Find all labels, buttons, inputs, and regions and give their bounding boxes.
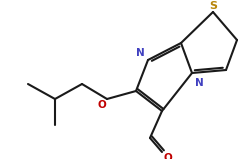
Text: S: S bbox=[209, 1, 217, 11]
Text: N: N bbox=[136, 48, 145, 58]
Text: O: O bbox=[97, 100, 106, 110]
Text: O: O bbox=[163, 153, 172, 159]
Text: N: N bbox=[195, 78, 204, 88]
